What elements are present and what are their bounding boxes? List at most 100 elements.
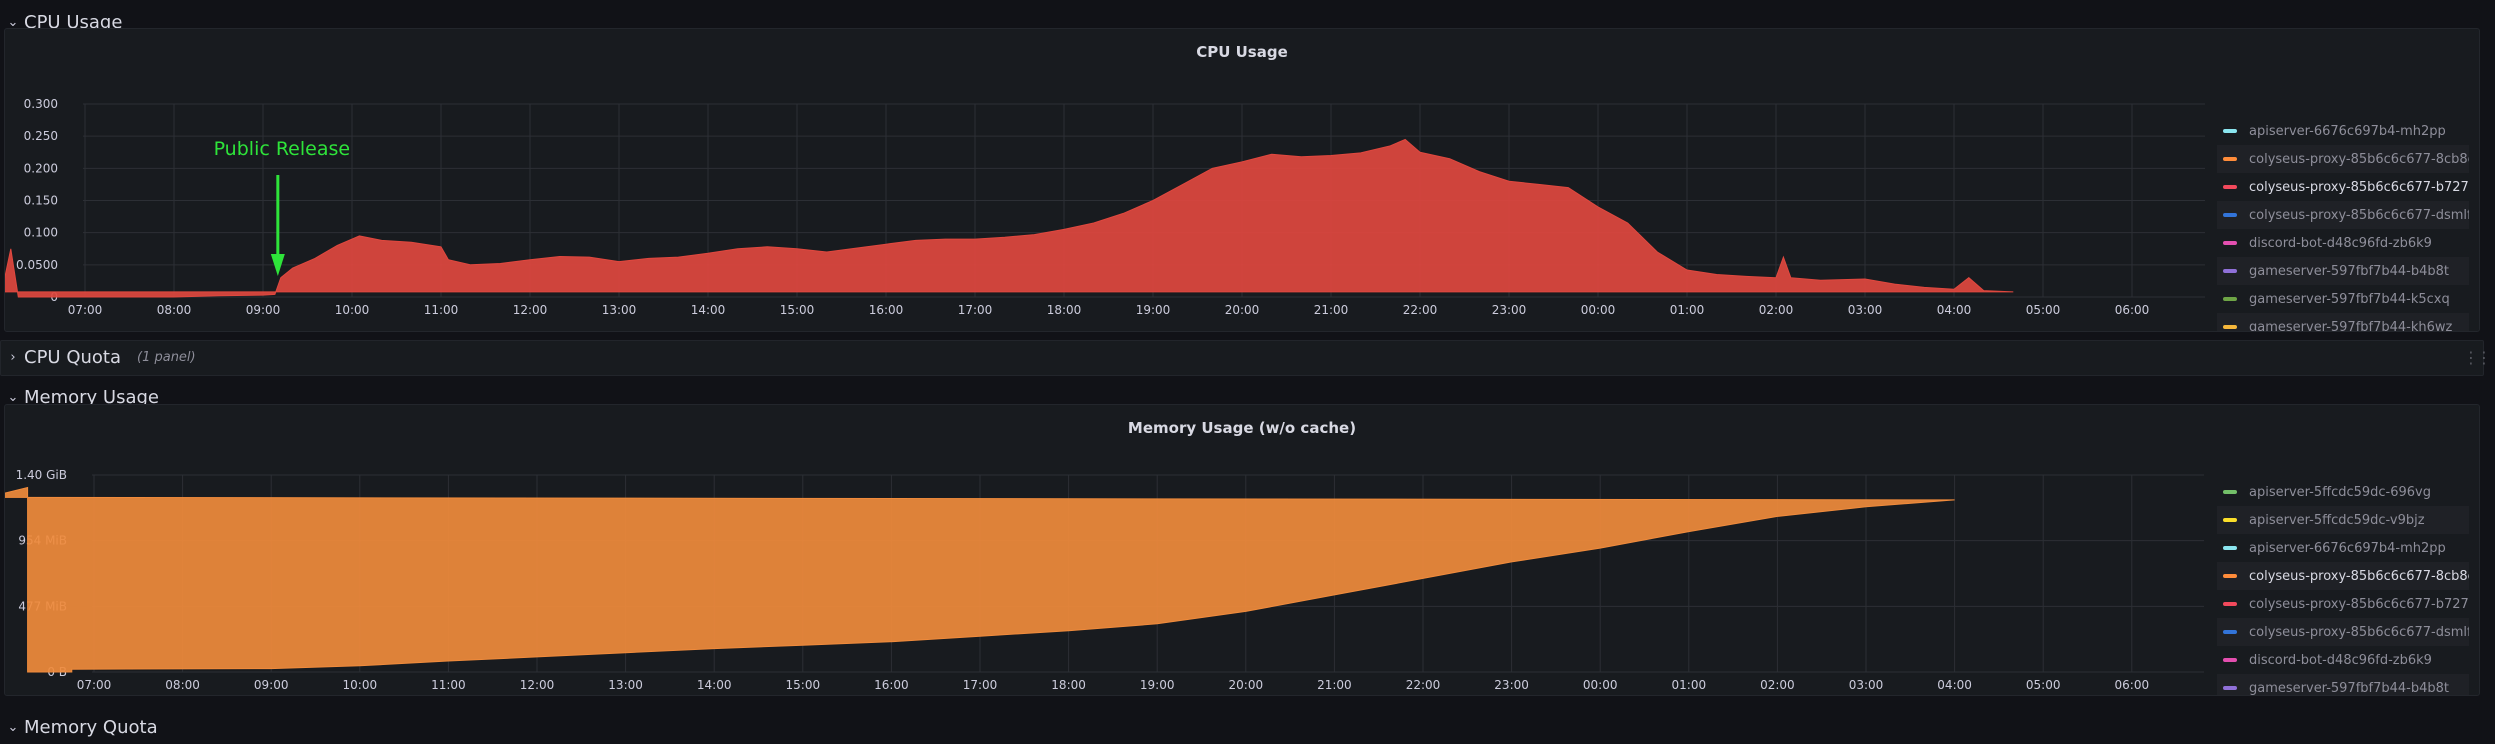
legend-item[interactable]: gameserver-597fbf7b44-b4b8t — [2217, 674, 2469, 695]
x-tick-label: 18:00 — [1047, 303, 1082, 317]
legend-swatch — [2223, 325, 2237, 329]
x-tick-label: 17:00 — [963, 678, 998, 692]
x-tick-label: 13:00 — [608, 678, 643, 692]
row-header-cpu-usage[interactable]: ⌄ CPU Usage — [0, 5, 2495, 39]
x-tick-label: 06:00 — [2115, 303, 2150, 317]
x-tick-label: 00:00 — [1583, 678, 1618, 692]
row-panel-count: (1 panel) — [137, 349, 196, 365]
x-tick-label: 04:00 — [1937, 678, 1972, 692]
drag-handle-icon[interactable]: ⋮⋮ — [2463, 348, 2492, 367]
x-tick-label: 08:00 — [165, 678, 200, 692]
legend-label: discord-bot-d48c96fd-zb6k9 — [2249, 235, 2432, 251]
row-header-memory-quota[interactable]: ⌄ Memory Quota — [0, 710, 2495, 744]
cpu-usage-panel[interactable]: CPU Usage 00.05000.1000.1500.2000.2500.3… — [4, 28, 2480, 332]
y-tick-label: 0.250 — [24, 129, 58, 143]
x-tick-label: 21:00 — [1317, 678, 1352, 692]
legend-item[interactable]: discord-bot-d48c96fd-zb6k9 — [2217, 646, 2469, 674]
legend-item[interactable]: gameserver-597fbf7b44-b4b8t — [2217, 257, 2469, 285]
x-tick-label: 19:00 — [1136, 303, 1171, 317]
memory-usage-chart[interactable]: 0 B477 MiB954 MiB1.40 GiB07:0008:0009:00… — [5, 405, 2205, 695]
y-tick-label: 0.100 — [24, 226, 58, 240]
x-tick-label: 05:00 — [2026, 303, 2061, 317]
chevron-down-icon: ⌄ — [7, 719, 19, 735]
annotation-label: Public Release — [214, 138, 351, 160]
y-tick-label: 0.150 — [24, 194, 58, 208]
x-tick-label: 10:00 — [343, 678, 378, 692]
legend-swatch — [2223, 490, 2237, 494]
memory-legend[interactable]: apiserver-5ffcdc59dc-696vg apiserver-5ffc… — [2217, 478, 2469, 695]
x-tick-label: 01:00 — [1672, 678, 1707, 692]
x-tick-label: 07:00 — [68, 303, 103, 317]
x-tick-label: 12:00 — [513, 303, 548, 317]
legend-item[interactable]: colyseus-proxy-85b6c6c677-dsmlf — [2217, 201, 2469, 229]
legend-item[interactable]: apiserver-6676c697b4-mh2pp — [2217, 534, 2469, 562]
x-tick-label: 08:00 — [157, 303, 192, 317]
y-tick-label: 0.0500 — [16, 258, 58, 272]
x-tick-label: 20:00 — [1225, 303, 1260, 317]
x-tick-label: 02:00 — [1759, 303, 1794, 317]
legend-label: apiserver-5ffcdc59dc-696vg — [2249, 484, 2432, 500]
series-area-0[interactable] — [5, 486, 1955, 673]
annotation-arrow-head — [270, 254, 285, 276]
legend-label: gameserver-597fbf7b44-kh6wz — [2249, 319, 2453, 332]
chevron-right-icon: › — [10, 349, 16, 365]
panel-title[interactable]: CPU Usage — [1196, 43, 1288, 61]
x-tick-label: 20:00 — [1229, 678, 1264, 692]
x-tick-label: 16:00 — [874, 678, 909, 692]
row-header-memory-usage[interactable]: ⌄ Memory Usage — [0, 380, 2495, 414]
cpu-legend[interactable]: apiserver-6676c697b4-mh2pp colyseus-proxy… — [2217, 117, 2469, 331]
x-tick-label: 03:00 — [1849, 678, 1884, 692]
legend-swatch — [2223, 546, 2237, 550]
legend-swatch — [2223, 658, 2237, 662]
legend-label: gameserver-597fbf7b44-k5cxq — [2249, 291, 2450, 307]
legend-item[interactable]: gameserver-597fbf7b44-k5cxq — [2217, 285, 2469, 313]
row-title: CPU Quota — [24, 346, 121, 368]
legend-swatch — [2223, 686, 2237, 690]
x-tick-label: 10:00 — [335, 303, 370, 317]
legend-item[interactable]: colyseus-proxy-85b6c6c677-b727b — [2217, 590, 2469, 618]
legend-item[interactable]: colyseus-proxy-85b6c6c677-8cb8c — [2217, 562, 2469, 590]
legend-swatch — [2223, 297, 2237, 301]
legend-item[interactable]: colyseus-proxy-85b6c6c677-dsmlf — [2217, 618, 2469, 646]
series-area-0[interactable] — [5, 138, 2014, 298]
row-header-cpu-quota[interactable]: › CPU Quota (1 panel) ⋮⋮ — [0, 340, 2495, 374]
x-tick-label: 01:00 — [1670, 303, 1705, 317]
memory-usage-panel[interactable]: Memory Usage (w/o cache) 0 B477 MiB954 M… — [4, 404, 2480, 696]
legend-item[interactable]: discord-bot-d48c96fd-zb6k9 — [2217, 229, 2469, 257]
legend-swatch — [2223, 185, 2237, 189]
row-title: Memory Quota — [24, 716, 158, 738]
legend-item[interactable]: apiserver-5ffcdc59dc-v9bjz — [2217, 506, 2469, 534]
legend-swatch — [2223, 602, 2237, 606]
x-tick-label: 03:00 — [1848, 303, 1883, 317]
legend-label: discord-bot-d48c96fd-zb6k9 — [2249, 652, 2432, 668]
x-tick-label: 17:00 — [958, 303, 993, 317]
legend-label: colyseus-proxy-85b6c6c677-b727b — [2249, 596, 2469, 612]
chevron-down-icon: ⌄ — [7, 14, 19, 30]
x-tick-label: 22:00 — [1406, 678, 1441, 692]
x-tick-label: 09:00 — [254, 678, 289, 692]
legend-item[interactable]: apiserver-6676c697b4-mh2pp — [2217, 117, 2469, 145]
x-tick-label: 07:00 — [77, 678, 112, 692]
legend-item[interactable]: apiserver-5ffcdc59dc-696vg — [2217, 478, 2469, 506]
x-tick-label: 23:00 — [1494, 678, 1529, 692]
x-tick-label: 11:00 — [424, 303, 459, 317]
x-tick-label: 21:00 — [1314, 303, 1349, 317]
legend-label: colyseus-proxy-85b6c6c677-dsmlf — [2249, 624, 2469, 640]
x-tick-label: 05:00 — [2026, 678, 2061, 692]
legend-label: gameserver-597fbf7b44-b4b8t — [2249, 680, 2450, 696]
x-tick-label: 13:00 — [602, 303, 637, 317]
x-tick-label: 23:00 — [1492, 303, 1527, 317]
legend-label: gameserver-597fbf7b44-b4b8t — [2249, 263, 2450, 279]
legend-item[interactable]: gameserver-597fbf7b44-kh6wz — [2217, 313, 2469, 331]
legend-swatch — [2223, 269, 2237, 273]
legend-item[interactable]: colyseus-proxy-85b6c6c677-8cb8c — [2217, 145, 2469, 173]
x-tick-label: 00:00 — [1581, 303, 1616, 317]
row-title: CPU Usage — [24, 11, 123, 33]
legend-item[interactable]: colyseus-proxy-85b6c6c677-b727b — [2217, 173, 2469, 201]
panel-title[interactable]: Memory Usage (w/o cache) — [1127, 419, 1357, 437]
cpu-usage-chart[interactable]: 00.05000.1000.1500.2000.2500.30007:0008:… — [5, 29, 2205, 331]
x-tick-label: 14:00 — [691, 303, 726, 317]
legend-swatch — [2223, 518, 2237, 522]
x-tick-label: 11:00 — [431, 678, 466, 692]
x-tick-label: 09:00 — [246, 303, 281, 317]
